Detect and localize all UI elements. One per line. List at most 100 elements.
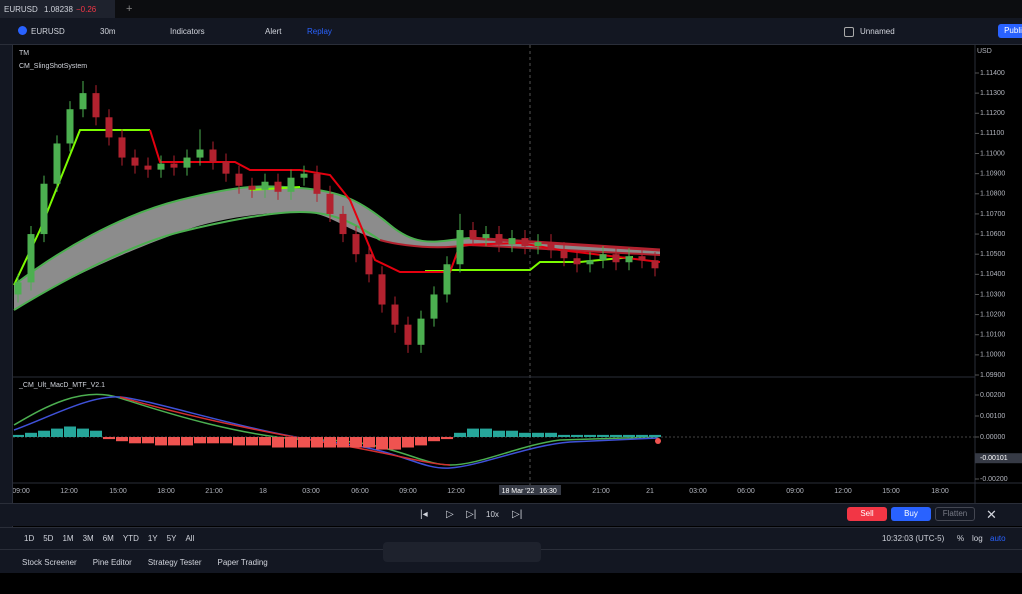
signal-line [13,396,659,469]
range-button[interactable]: 6M [102,534,114,543]
histogram-bar [181,437,193,446]
tab[interactable] [0,0,115,18]
candle-body [92,93,100,118]
candle-body [222,161,230,174]
legend-indicator: CM_SlingShotSystem [19,63,87,70]
histogram-bar [636,434,648,437]
flatten-button[interactable]: Flatten [935,507,975,521]
current-value-label: -0.00101 [980,455,1008,462]
time-label: 06:00 [351,488,369,495]
range-button[interactable]: YTD [122,534,139,543]
range-button[interactable]: 5D [43,534,54,543]
footer-tabs: Stock Screener Pine Editor Strategy Tester… [22,558,268,567]
time-label: 12:00 [60,488,78,495]
speed[interactable]: 10x [486,510,499,519]
candle-body [456,230,464,265]
layout-name[interactable]: Unnamed [860,27,895,36]
candle-body [534,242,542,247]
candle-body [261,181,269,190]
candle-body [430,294,438,319]
histogram-bar [337,437,349,448]
histogram-bar [597,434,609,437]
log-toggle[interactable]: log [972,534,983,543]
time-label: 18 [259,488,267,495]
footer-tab[interactable]: Pine Editor [92,558,132,567]
candle-body [508,238,516,245]
candle-body [352,234,360,255]
range-button[interactable]: 1Y [147,534,158,543]
time-label: 21:00 [592,488,610,495]
histogram-bar [38,430,50,437]
play[interactable]: ▷ [446,509,454,520]
macd-marker [655,438,661,444]
percent-toggle[interactable]: % [957,534,965,543]
alert[interactable]: Alert [265,27,282,36]
histogram-bar [441,437,453,440]
auto-toggle[interactable]: auto [990,534,1006,543]
candle-body [651,260,659,269]
candle-body [196,149,204,158]
footer: Stock Screener Pine Editor Strategy Tester… [0,542,1022,573]
step-back[interactable]: |◂ [420,509,428,520]
footer-tab[interactable]: Stock Screener [22,558,77,567]
price-tick-label: 1.10800 [980,191,1005,198]
histogram-bar [220,437,232,444]
time-label: 09:00 [786,488,804,495]
candle-body [612,254,620,263]
time-label: 06:00 [737,488,755,495]
sell-button[interactable]: Sell [847,507,887,521]
histogram-bar [610,434,622,437]
close-replay[interactable]: ✕ [986,507,997,522]
time-label: 09:00 [399,488,417,495]
indicators[interactable]: Indicators [170,27,205,36]
histogram-bar [454,432,466,437]
range-button[interactable]: All [185,534,195,543]
publish-button[interactable]: Publi [998,24,1022,38]
symbol-icon [18,26,27,35]
range-button[interactable]: 1D [24,534,35,543]
histogram-bar [64,426,76,437]
time-label: 09:00 [13,488,30,495]
histogram-bar [532,432,544,437]
current-value-box [975,453,1022,464]
candle-body [573,258,581,265]
histogram-bar [207,437,219,444]
histogram-bar [13,434,24,437]
layout-icon [844,27,854,37]
interval[interactable]: 30m [100,27,116,36]
footer-tab[interactable]: Paper Trading [217,558,268,567]
time-label: 18 Mar '22 [502,488,535,495]
footer-tab[interactable]: Strategy Tester [147,558,202,567]
buy-button[interactable]: Buy [891,507,931,521]
candle-body [313,173,321,194]
histogram-bar [571,434,583,437]
step-forward[interactable]: ▷| [466,509,477,520]
candle-body [248,185,256,190]
jump-realtime[interactable]: ▷| [512,509,523,520]
range-button[interactable]: 5Y [166,534,177,543]
time-label: 12:00 [447,488,465,495]
histogram-bar [155,437,167,446]
range-button[interactable]: 3M [82,534,94,543]
new-tab[interactable]: + [126,3,133,15]
candle-body [287,177,295,192]
histogram-bar [246,437,258,446]
range-button[interactable]: 1M [62,534,74,543]
histogram-bar [77,428,89,437]
candle-body [66,109,74,144]
histogram-bar [324,437,336,448]
price-tick-label: 1.11100 [980,130,1004,137]
histogram-bar [493,430,505,437]
candle-body [560,250,568,259]
candle-body [183,157,191,168]
time-label: 03:00 [302,488,320,495]
histogram-bar [129,437,141,444]
macd-tick-label: 0.00100 [980,413,1005,420]
replay[interactable]: Replay [307,27,332,36]
histogram-bar [623,434,635,437]
histogram-bar [584,434,596,437]
currency: USD [977,48,992,55]
candle-body [131,157,139,166]
toolbar-symbol[interactable]: EURUSD [31,27,65,36]
